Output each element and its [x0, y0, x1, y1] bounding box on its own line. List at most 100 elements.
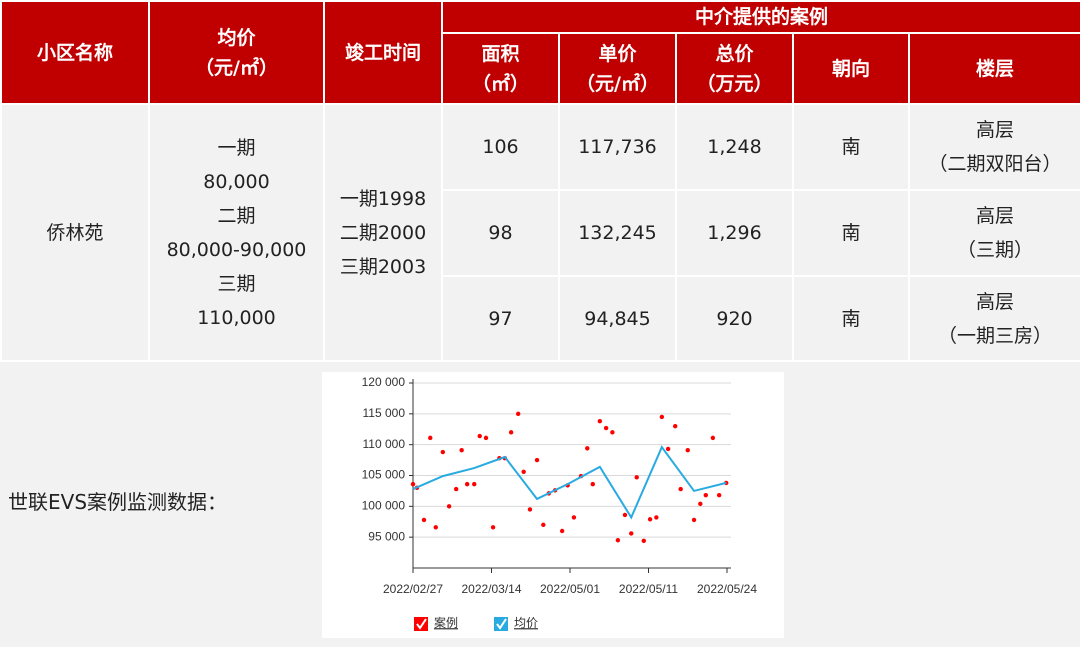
- case-point: [629, 531, 634, 536]
- case-point: [490, 525, 496, 530]
- cell-line: 117,736: [578, 136, 657, 158]
- case-point: [678, 486, 683, 492]
- case-table: 小区名称 均价 （元/㎡） 竣工时间 中介提供的案例 面积 （㎡） 单价 （元/㎡） …: [0, 0, 1080, 362]
- x-tick-label: 2022/02/27: [383, 582, 443, 596]
- y-tick-label: 115 000: [363, 406, 406, 420]
- case-point: [472, 481, 477, 487]
- table-cell: 高层 （二期双阳台）: [907, 103, 1080, 191]
- chart: 95 000 100 000 105 000 110 000 115 000 120 00…: [322, 372, 784, 638]
- x-tick-label: 2022/05/24: [697, 582, 757, 596]
- table-cell: 97: [441, 275, 560, 362]
- table-cell: 98: [441, 189, 560, 277]
- case-point: [716, 493, 722, 498]
- header-cell: 均价 （元/㎡）: [148, 0, 325, 105]
- header-cell: 总价 （万元）: [675, 32, 794, 105]
- case-point: [622, 512, 628, 518]
- case-point: [659, 414, 665, 420]
- x-tick-label: 2022/05/11: [619, 582, 678, 596]
- case-point: [559, 528, 565, 534]
- table-cell: 1,248: [675, 103, 794, 191]
- case-point: [654, 515, 659, 520]
- cell-line: 一期: [217, 136, 256, 159]
- cell-line: 南: [841, 136, 861, 158]
- y-tick-label: 105 000: [362, 468, 406, 482]
- community-cell: 侨林苑: [0, 103, 150, 362]
- cell-line: 132,245: [578, 222, 657, 244]
- table-cell: 94,845: [558, 275, 677, 362]
- case-point: [453, 486, 459, 492]
- cell-line: 小区名称: [36, 41, 113, 64]
- cell-line: （三期）: [957, 239, 1034, 261]
- table-cell: 南: [792, 275, 910, 362]
- header-cell: 单价 （元/㎡）: [558, 32, 677, 105]
- case-point: [410, 481, 416, 487]
- case-point: [672, 423, 678, 429]
- case-point: [428, 435, 433, 441]
- legend-check: [496, 618, 507, 630]
- cell-line: 80,000-90,000: [166, 238, 307, 261]
- case-point: [610, 430, 615, 435]
- table-cell: 920: [675, 275, 794, 362]
- x-tick-label: 2022/03/14: [461, 582, 521, 596]
- cell-line: 单价: [598, 42, 637, 65]
- cell-line: 侨林苑: [46, 221, 104, 244]
- case-point: [527, 507, 533, 512]
- y-tick-label: 100 000: [362, 499, 406, 513]
- case-point: [641, 538, 646, 544]
- case-point: [508, 430, 514, 435]
- monitor-label: 世联EVS案例监测数据：: [8, 490, 228, 514]
- cell-line: 106: [482, 136, 519, 158]
- legend-label: 均价: [514, 616, 538, 630]
- case-point: [446, 504, 452, 509]
- completion-cell: 一期1998 二期2000 三期2003: [323, 103, 443, 362]
- legend-check: [416, 618, 427, 630]
- cell-line: 竣工时间: [344, 41, 421, 64]
- header-cell: 朝向: [792, 32, 910, 105]
- cell-line: 均价: [217, 26, 256, 49]
- cell-line: 高层: [976, 205, 1015, 227]
- case-point: [521, 469, 526, 474]
- case-point: [710, 435, 716, 441]
- cell-line: （一期三房）: [938, 324, 1053, 347]
- y-tick-label: 110 000: [363, 437, 406, 451]
- cell-line: 1,248: [707, 136, 762, 158]
- case-point: [440, 449, 446, 455]
- table-cell: 106: [441, 103, 560, 191]
- case-point: [515, 411, 521, 417]
- case-point: [698, 501, 703, 507]
- avg-price-cell: 一期 80,000 二期 80,000-90,000 三期 110,000: [148, 103, 325, 362]
- x-tick-label: 2022/05/01: [540, 582, 600, 596]
- cell-line: 南: [841, 222, 861, 244]
- table-cell: 南: [792, 103, 910, 191]
- group-header: 中介提供的案例: [440, 0, 1080, 34]
- cell-line: （㎡）: [471, 72, 529, 95]
- case-point: [421, 517, 427, 523]
- y-tick-label: 120 000: [362, 375, 406, 389]
- cell-line: 二期: [217, 204, 256, 227]
- case-point: [703, 493, 709, 498]
- case-point: [483, 435, 489, 441]
- case-point: [534, 457, 540, 463]
- table-cell: 高层 （一期三房）: [907, 275, 1080, 362]
- cell-line: 高层: [976, 290, 1015, 313]
- cell-line: 高层: [976, 119, 1015, 141]
- cell-line: 三期: [217, 272, 256, 295]
- y-tick-label: 95 000: [368, 529, 405, 543]
- case-point: [477, 433, 482, 439]
- cell-line: 朝向: [831, 57, 870, 80]
- header-cell: 面积 （㎡）: [441, 32, 560, 105]
- table-cell: 南: [792, 189, 910, 277]
- case-point: [585, 446, 590, 451]
- case-point: [634, 475, 639, 480]
- legend-label: 案例: [434, 615, 458, 630]
- table-cell: 117,736: [558, 103, 677, 191]
- cell-line: 98: [488, 222, 513, 244]
- cell-line: 面积: [481, 42, 520, 65]
- cell-line: 1,296: [707, 222, 762, 244]
- cell-line: 南: [841, 307, 861, 330]
- cell-line: 三期2003: [339, 255, 427, 278]
- table-cell: 132,245: [558, 189, 677, 277]
- case-point: [647, 517, 653, 522]
- case-point: [685, 448, 690, 453]
